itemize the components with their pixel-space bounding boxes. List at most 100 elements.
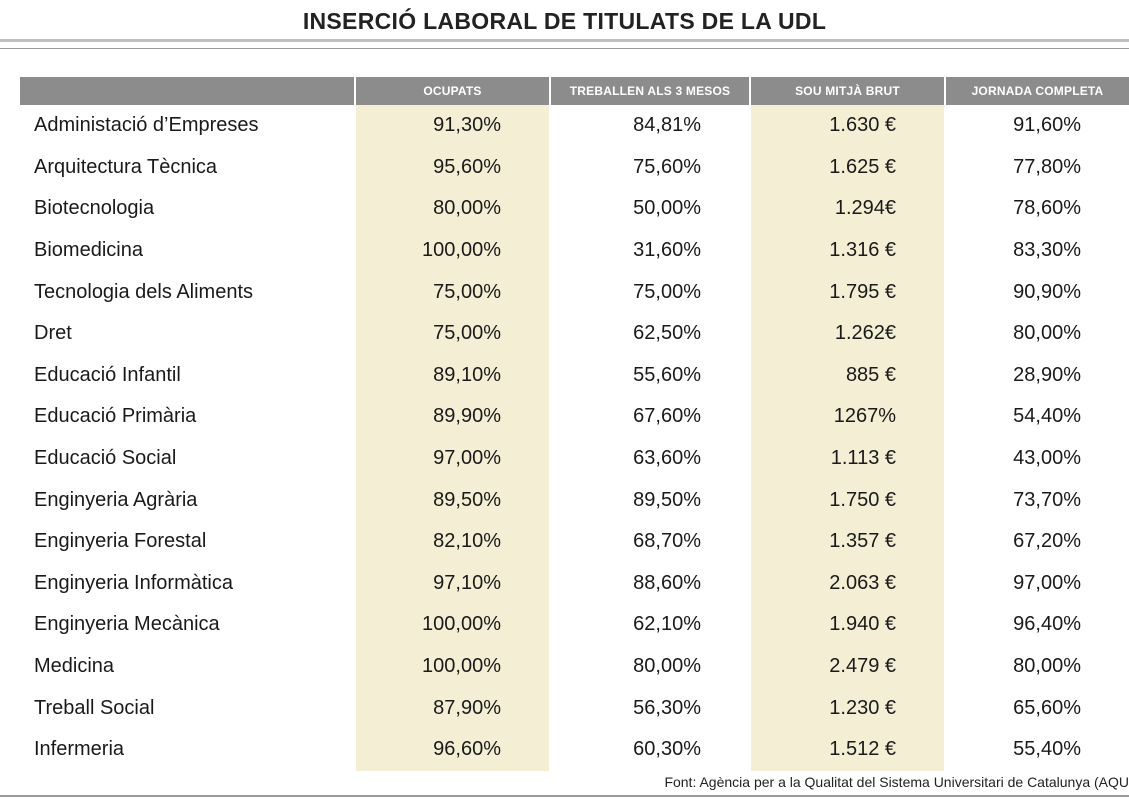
table-cell: 80,00% (1013, 655, 1081, 678)
table-cell: 56,30% (550, 687, 751, 729)
table-cell: 91,60% (1013, 114, 1081, 137)
table-cell: 1.294€ (750, 188, 946, 230)
table-row: Educació Primària 89,90% 67,60% 1267% 54,40% (20, 396, 1129, 438)
row-label: Medicina (20, 645, 356, 688)
table-cell: 88,60% (550, 562, 751, 605)
table-row: Educació Infantil 89,10% 55,60% 885 € 28,90% (20, 354, 1129, 397)
table-cell: 89,50% (550, 479, 751, 521)
table-row: Treball Social 87,90% 56,30% 1.230 € 65,60% (20, 687, 1129, 729)
row-label: Educació Infantil (20, 354, 356, 397)
source-note: Font: Agència per a la Qualitat del Sist… (664, 774, 1129, 790)
table-cell: 885 € (750, 354, 946, 397)
table-cell: 1.357 € (750, 520, 946, 563)
table-cell: 1.625 € (750, 146, 946, 189)
table-cell: 89,10% (355, 354, 551, 397)
page-title: INSERCIÓ LABORAL DE TITULATS DE LA UDL (302, 8, 827, 34)
table-row: Infermeria 96,60% 60,30% 1.512 € 55,40% (20, 728, 1129, 771)
table-cell: 78,60% (1013, 197, 1081, 220)
table-row: Biomedicina 100,00% 31,60% 1.316 € 83,30% (20, 229, 1129, 272)
table-body: Administació d’Empreses 91,30% 84,81% 1.630… (20, 105, 1129, 771)
table-cell: 100,00% (355, 604, 551, 646)
table-cell: 75,00% (355, 312, 551, 355)
table-cell: 100,00% (355, 229, 551, 272)
table-cell: 62,50% (550, 312, 751, 355)
table-cell: 75,60% (550, 146, 751, 189)
table-cell: 54,40% (1013, 405, 1081, 428)
table-cell: 80,00% (355, 188, 551, 230)
row-label: Dret (20, 312, 356, 355)
table-cell: 2.479 € (750, 645, 946, 688)
row-label: Enginyeria Forestal (20, 520, 356, 563)
table-row: Administació d’Empreses 91,30% 84,81% 1.630… (20, 105, 1129, 147)
table-cell: 73,70% (1013, 488, 1081, 511)
table-cell: 95,60% (355, 146, 551, 189)
table-cell: 63,60% (550, 437, 751, 480)
header-cell: JORNADA COMPLETA (945, 77, 1129, 105)
table-cell: 55,60% (550, 354, 751, 397)
table-cell: 67,60% (550, 396, 751, 438)
table-cell: 75,00% (550, 271, 751, 313)
table-cell: 97,00% (1013, 571, 1081, 594)
table-cell: 1.750 € (750, 479, 946, 521)
row-label: Biotecnologia (20, 188, 356, 230)
row-label: Infermeria (20, 728, 356, 771)
table-row: Enginyeria Forestal 82,10% 68,70% 1.357 € 67… (20, 520, 1129, 563)
table-cell: 90,90% (1013, 280, 1081, 303)
bottom-divider (0, 795, 1129, 797)
table-cell: 89,50% (355, 479, 551, 521)
table-cell: 91,30% (355, 105, 551, 147)
table-cell: 1267% (750, 396, 946, 438)
row-label: Enginyeria Informàtica (20, 562, 356, 605)
table-cell: 75,00% (355, 271, 551, 313)
table-cell: 55,40% (1013, 738, 1081, 761)
table-cell: 77,80% (1013, 155, 1081, 178)
header-row: OCUPATS TREBALLEN ALS 3 MESOS SOU MITJÀ … (20, 77, 1129, 105)
table-cell: 2.063 € (750, 562, 946, 605)
title-bar: INSERCIÓ LABORAL DE TITULATS DE LA UDL (0, 0, 1129, 42)
table-cell: 50,00% (550, 188, 751, 230)
header-cell: TREBALLEN ALS 3 MESOS (550, 77, 751, 105)
divider (0, 48, 1129, 49)
table-row: Enginyeria Mecànica 100,00% 62,10% 1.940 € 9… (20, 604, 1129, 646)
row-label: Administació d’Empreses (20, 105, 356, 147)
table-cell: 83,30% (1013, 239, 1081, 262)
table-cell: 60,30% (550, 728, 751, 771)
table-cell: 1.262€ (750, 312, 946, 355)
table-cell: 96,40% (1013, 613, 1081, 636)
table-cell: 1.795 € (750, 271, 946, 313)
table-cell: 62,10% (550, 604, 751, 646)
header-cell: SOU MITJÀ BRUT (750, 77, 946, 105)
table-cell: 67,20% (1013, 530, 1081, 553)
table-row: Dret 75,00% 62,50% 1.262€ 80,00% (20, 312, 1129, 355)
table-cell: 1.230 € (750, 687, 946, 729)
table-cell: 80,00% (1013, 322, 1081, 345)
table-cell: 100,00% (355, 645, 551, 688)
row-label: Biomedicina (20, 229, 356, 272)
table-row: Arquitectura Tècnica 95,60% 75,60% 1.625 € 7… (20, 146, 1129, 189)
table-cell: 1.113 € (750, 437, 946, 480)
table-cell: 97,10% (355, 562, 551, 605)
table-cell: 43,00% (1013, 447, 1081, 470)
table-row: Enginyeria Informàtica 97,10% 88,60% 2.063 … (20, 562, 1129, 605)
table-cell: 1.940 € (750, 604, 946, 646)
header-cell: OCUPATS (355, 77, 551, 105)
table-row: Educació Social 97,00% 63,60% 1.113 € 43,00% (20, 437, 1129, 480)
row-label: Enginyeria Mecànica (20, 604, 356, 646)
table-cell: 68,70% (550, 520, 751, 563)
table-row: Enginyeria Agrària 89,50% 89,50% 1.750 €73,… (20, 479, 1129, 521)
row-label: Educació Primària (20, 396, 356, 438)
table-cell: 31,60% (550, 229, 751, 272)
row-label: Educació Social (20, 437, 356, 480)
table-cell: 1.512 € (750, 728, 946, 771)
row-label: Enginyeria Agrària (20, 479, 356, 521)
row-label: Tecnologia dels Aliments (20, 271, 356, 313)
table-cell: 82,10% (355, 520, 551, 563)
table-cell: 96,60% (355, 728, 551, 771)
table-cell: 1.630 € (750, 105, 946, 147)
table-cell: 84,81% (550, 105, 751, 147)
data-table: OCUPATS TREBALLEN ALS 3 MESOS SOU MITJÀ … (20, 77, 1129, 771)
table-row: Tecnologia dels Aliments 75,00% 75,00% 1.79… (20, 271, 1129, 313)
row-label: Treball Social (20, 687, 356, 729)
table-cell: 65,60% (1013, 696, 1081, 719)
table-row: Biotecnologia 80,00% 50,00% 1.294€ 78,60% (20, 188, 1129, 230)
